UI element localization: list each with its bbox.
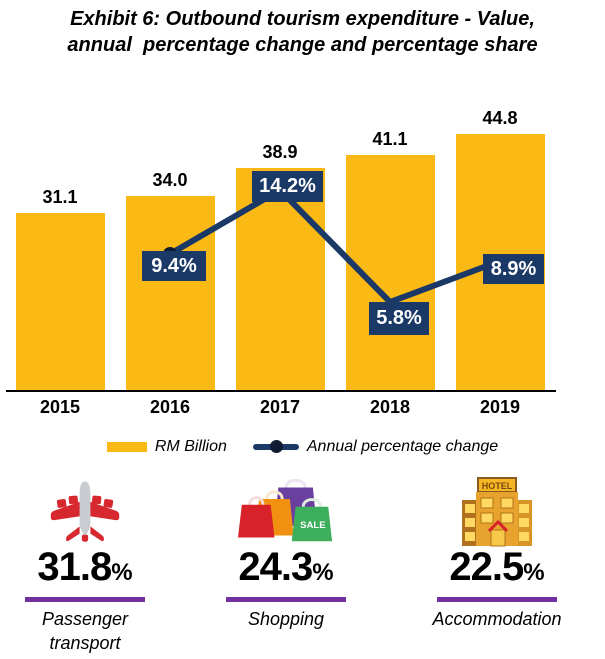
x-axis-label-2017: 2017: [259, 397, 301, 417]
bar-value-label: 31.1: [42, 186, 78, 207]
stat-passenger-transport: 31.8% Passenger transport: [0, 474, 170, 656]
stat-shopping: SALE 24.3% Shopping: [201, 474, 371, 631]
stat-accommodation: HOTEL 22.5% Accommodation: [412, 474, 582, 631]
line-marker-icon: [252, 440, 299, 454]
purple-underline: [437, 597, 557, 602]
legend-bar-label: RM Billion: [154, 438, 227, 455]
bar-2015: [15, 212, 105, 392]
bar-value-label: 34.0: [152, 170, 188, 191]
bar-value-label: 41.1: [372, 129, 408, 150]
hotel-icon: HOTEL: [462, 477, 532, 547]
chart-legend: RM Billion Annual percentage change: [0, 437, 605, 457]
bar-value-label: 38.9: [262, 141, 298, 162]
bar-2018: [345, 155, 435, 392]
pct-change-label: 14.2%: [252, 171, 323, 202]
stat-label: Accommodation: [432, 609, 562, 629]
x-axis-label-2018: 2018: [369, 397, 411, 417]
x-axis-line: [6, 390, 556, 392]
legend-item-annual-change: Annual percentage change: [252, 438, 499, 456]
bar-value-label: 44.8: [482, 107, 518, 128]
legend-line-label: Annual percentage change: [306, 438, 499, 455]
purple-underline: [226, 597, 346, 602]
stat-label: Shopping: [247, 609, 325, 629]
x-axis-label-2019: 2019: [479, 397, 521, 417]
stat-value: 22.5%: [449, 545, 545, 589]
airplane-icon: [50, 481, 120, 542]
chart-title: Exhibit 6: Outbound tourism expenditure …: [67, 8, 538, 56]
svg-text:SALE: SALE: [300, 520, 326, 531]
pct-change-label: 8.9%: [483, 254, 544, 284]
shopping-bags-icon: SALE: [238, 478, 333, 542]
legend-item-rm-billion: RM Billion: [106, 438, 227, 456]
stat-value: 31.8%: [37, 545, 133, 589]
bar-swatch-icon: [106, 442, 147, 452]
svg-text:HOTEL: HOTEL: [482, 481, 513, 491]
x-axis-label-2016: 2016: [149, 397, 191, 417]
stat-label: Passenger transport: [41, 609, 129, 654]
pct-change-label: 5.8%: [369, 302, 429, 335]
x-axis-label-2015: 2015: [39, 397, 81, 417]
bar-2016: [125, 196, 215, 392]
purple-underline: [25, 597, 145, 602]
pct-change-label: 9.4%: [142, 251, 206, 281]
stat-value: 24.3%: [238, 545, 334, 589]
